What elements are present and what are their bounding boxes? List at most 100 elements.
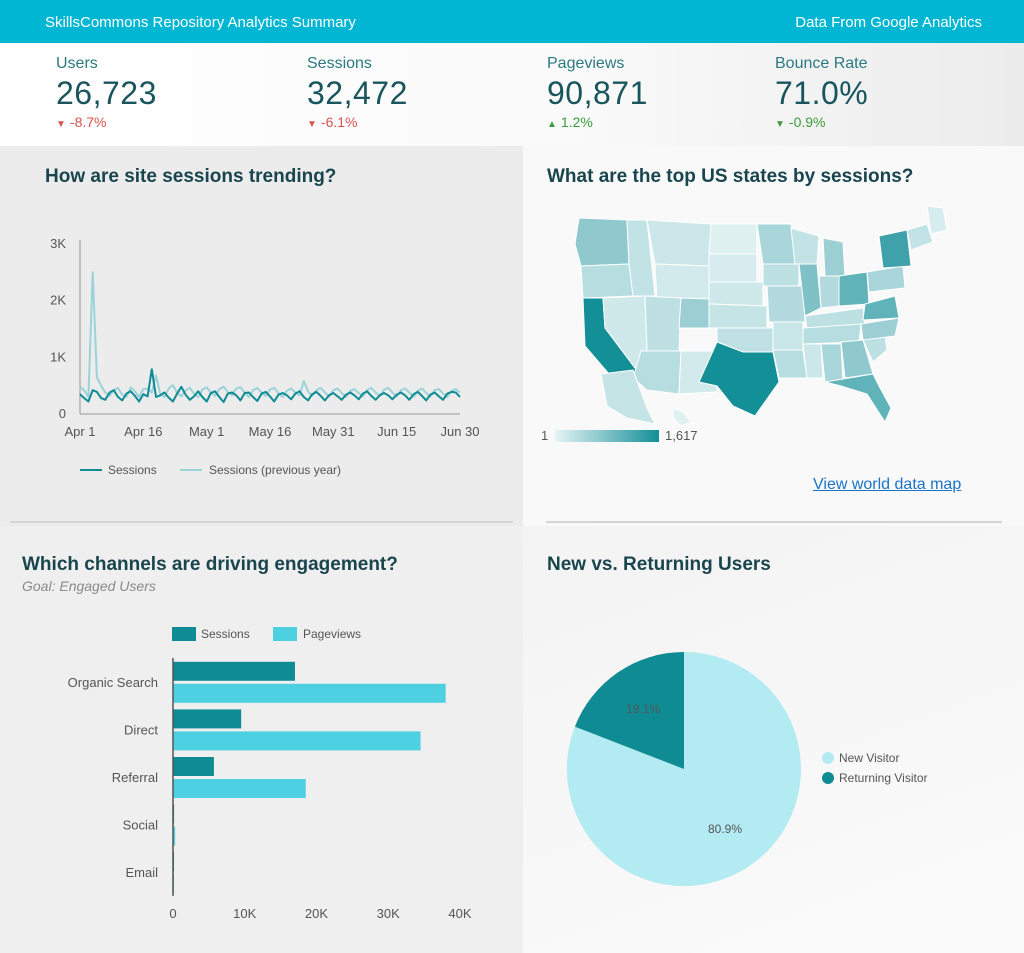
kpi-change: ▼ -8.7%: [56, 114, 107, 130]
kpi-change: ▲ 1.2%: [547, 114, 593, 130]
bar-pageviews: [173, 683, 446, 703]
kpi-label: Users: [56, 55, 98, 72]
category-label: Organic Search: [68, 675, 158, 690]
bar-pageviews: [173, 779, 306, 798]
state-hawaii: [672, 407, 692, 427]
map-states: [574, 205, 948, 424]
state-indiana: [818, 275, 840, 309]
kpi-value: 71.0%: [775, 75, 869, 111]
series-line-sessions-previous-year: [79, 271, 461, 398]
sessions-line-chart[interactable]: 0 1K 2K 3K Apr 1 Apr 16 May 1 May 16 May 31 Jun 1…: [0, 146, 523, 526]
panel-title: New vs. Returning Users: [547, 554, 771, 575]
state-new-england: [906, 223, 934, 251]
legend-label: Sessions: [201, 627, 250, 641]
y-tick-label: 3K: [50, 236, 66, 251]
state-alabama: [820, 343, 844, 383]
kpi-label: Sessions: [307, 55, 372, 72]
map-color-scale: [555, 430, 659, 442]
x-tick-label: 10K: [233, 906, 256, 921]
x-tick-label: May 31: [312, 424, 355, 439]
kpi-value: 32,472: [307, 75, 408, 111]
legend-label: Sessions (previous year): [209, 463, 341, 477]
data-source-label: Data From Google Analytics: [795, 14, 982, 31]
kpi-sessions: Sessions 32,472 ▼ -6.1%: [307, 55, 408, 130]
x-tick-label: 40K: [448, 906, 471, 921]
bar-pageviews: [173, 826, 176, 846]
arrow-up-icon: ▲: [547, 119, 557, 130]
state-iowa: [762, 263, 800, 287]
arrow-down-icon: ▼: [307, 119, 317, 130]
us-map-panel: What are the top US states by sessions?: [523, 146, 1024, 526]
panel-title: Which channels are driving engagement?: [22, 554, 398, 575]
kpi-label: Pageviews: [547, 55, 625, 72]
y-tick-label: 0: [59, 406, 66, 421]
x-tick-label: Jun 15: [377, 424, 416, 439]
users-pie-panel: New vs. Returning Users 80.9% 19.1% New Vi…: [523, 526, 1024, 953]
state-washington: [574, 217, 630, 267]
x-tick-label: Jun 30: [440, 424, 479, 439]
state-montana: [646, 219, 712, 267]
bar-sessions: [173, 661, 295, 681]
state-wisconsin: [790, 227, 820, 265]
view-world-map-link[interactable]: View world data map: [813, 476, 962, 493]
bar-sessions: [173, 757, 214, 776]
state-texas: [698, 341, 780, 417]
legend-swatch: [822, 772, 834, 784]
x-tick-label: May 16: [249, 424, 292, 439]
state-oregon: [580, 263, 634, 299]
y-tick-label: 1K: [50, 349, 66, 364]
bar-pageviews: [173, 731, 421, 751]
state-virginia: [862, 295, 900, 321]
sessions-trend-panel: How are site sessions trending? 0 1K 2K 3K A…: [0, 146, 523, 526]
state-north-carolina: [860, 317, 900, 341]
panel-title: How are site sessions trending?: [45, 166, 337, 187]
kpi-change: ▼ -0.9%: [775, 114, 826, 130]
legend-label: Sessions: [108, 463, 157, 477]
legend-label: Returning Visitor: [839, 771, 928, 785]
arrow-down-icon: ▼: [775, 119, 785, 130]
x-tick-label: Apr 16: [124, 424, 162, 439]
state-minnesota: [756, 223, 796, 265]
us-states-geo-map[interactable]: 1 1,617: [523, 146, 1024, 526]
kpi-users: Users 26,723 ▼ -8.7%: [56, 55, 157, 130]
state-louisiana: [772, 349, 808, 379]
pie-slice-label: 80.9%: [708, 822, 742, 836]
users-pie-chart[interactable]: 80.9% 19.1% New Visitor Returning Visitor: [523, 526, 1024, 953]
legend-swatch: [172, 627, 196, 641]
section-divider: [10, 521, 513, 523]
x-tick-label: 0: [169, 906, 176, 921]
state-mississippi: [802, 343, 824, 379]
kpi-bounce-rate: Bounce Rate 71.0% ▼ -0.9%: [775, 55, 868, 130]
state-maine: [926, 205, 948, 235]
state-new-york: [878, 229, 912, 269]
map-alaska-hawaii: [600, 369, 692, 427]
state-missouri: [766, 285, 806, 323]
report-header: SkillsCommons Repository Analytics Summa…: [0, 0, 1024, 43]
state-ohio: [838, 271, 870, 307]
channels-bar-chart[interactable]: Sessions Pageviews Organic Search Direct Ref…: [0, 526, 523, 953]
pie-slice-label: 19.1%: [626, 702, 660, 716]
category-label: Social: [123, 818, 159, 833]
category-label: Email: [125, 865, 158, 880]
panel-subtitle: Goal: Engaged Users: [22, 578, 156, 594]
state-florida: [824, 373, 892, 424]
x-tick-label: 20K: [305, 906, 328, 921]
category-label: Referral: [112, 770, 158, 785]
state-idaho: [626, 219, 656, 297]
state-pennsylvania: [866, 265, 906, 293]
kpi-label: Bounce Rate: [775, 55, 868, 72]
map-legend-max: 1,617: [665, 428, 698, 443]
state-arkansas: [772, 321, 804, 351]
category-label: Direct: [124, 722, 158, 737]
state-arizona: [632, 350, 682, 395]
x-tick-label: 30K: [377, 906, 400, 921]
legend-swatch: [273, 627, 297, 641]
panel-title: What are the top US states by sessions?: [547, 166, 914, 187]
legend-label: New Visitor: [839, 751, 899, 765]
state-south-dakota: [708, 253, 758, 283]
kpi-pageviews: Pageviews 90,871 ▲ 1.2%: [547, 55, 648, 130]
legend-swatch: [822, 752, 834, 764]
bar-sessions: [173, 709, 242, 729]
x-tick-label: May 1: [189, 424, 224, 439]
state-wyoming: [654, 263, 710, 303]
